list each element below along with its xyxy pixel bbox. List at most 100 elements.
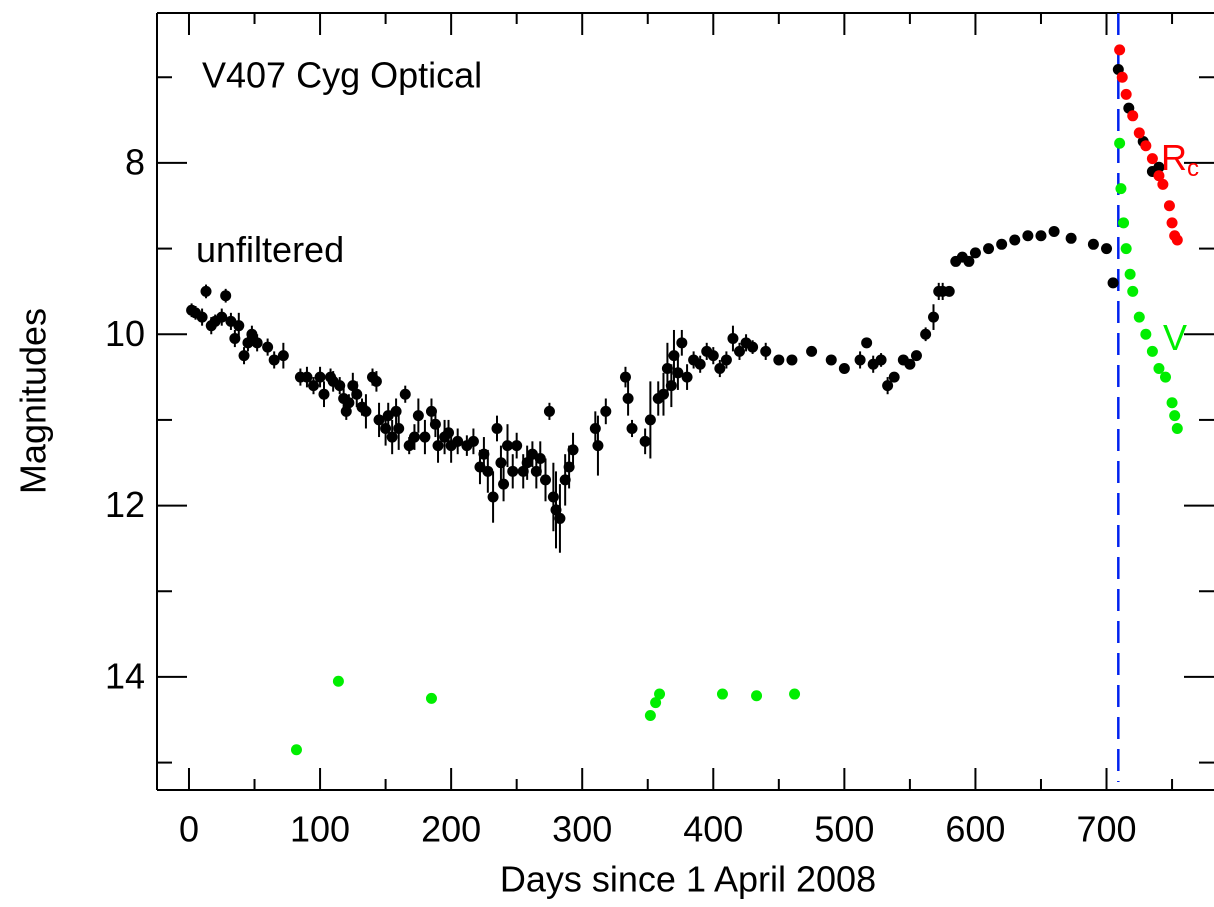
data-point [1065,232,1077,244]
x-tick-label: 0 [179,809,199,850]
data-point [1171,422,1183,434]
data-point [425,692,437,704]
data-point [1146,153,1158,165]
data-point [1087,238,1099,250]
data-point [927,311,939,323]
data-point [530,465,542,477]
data-point [1127,110,1139,122]
data-point [672,367,684,379]
data-point [1114,137,1126,149]
data-point [1146,345,1158,357]
data-point [412,410,424,422]
data-point [334,380,346,392]
series-label-name: R [1161,137,1187,178]
data-point [393,422,405,434]
data-point [1127,285,1139,297]
data-point [246,328,258,340]
data-point [592,440,604,452]
data-point [714,363,726,375]
chart-title: V407 Cyg Optical [202,55,482,96]
data-point [314,371,326,383]
data-point [540,474,552,486]
data-point [773,354,785,366]
data-point [347,380,359,392]
data-point [825,354,837,366]
data-point [707,350,719,362]
data-point [501,440,513,452]
data-point [854,354,866,366]
data-point [861,337,873,349]
data-point [983,243,995,255]
data-point [668,350,680,362]
data-point [720,354,732,366]
y-tick-label: 8 [125,141,145,182]
data-point [786,354,798,366]
data-point [888,371,900,383]
data-point [360,405,372,417]
data-point [290,744,302,756]
data-point [619,371,631,383]
data-point [550,504,562,516]
data-point [200,285,212,297]
data-point [238,350,250,362]
data-point [543,405,555,417]
x-tick-label: 100 [290,809,350,850]
data-point [373,414,385,426]
data-point [676,337,688,349]
data-point [262,341,274,353]
data-point [403,440,415,452]
data-point [452,435,464,447]
data-point [216,311,228,323]
x-axis-label: Days since 1 April 2008 [500,859,876,900]
data-point [1101,243,1113,255]
x-tick-label: 300 [552,809,612,850]
series-label-subscript: c [1187,155,1199,182]
data-point [351,388,363,400]
data-point [1133,127,1145,139]
series-label-name: V [1163,317,1187,358]
data-point [308,380,320,392]
data-point [1115,183,1127,195]
data-point [1120,88,1132,100]
data-point [233,320,245,332]
data-point [1107,277,1119,289]
x-tick-label: 700 [1076,809,1136,850]
data-point [467,435,479,447]
data-point [626,422,638,434]
data-point [1153,363,1165,375]
data-point [650,697,662,709]
y-tick-label: 12 [105,484,145,525]
data-point [661,363,673,375]
data-point [882,380,894,392]
data-point [547,491,559,503]
data-point [429,418,441,430]
data-point [1169,410,1181,422]
data-point [563,461,575,473]
data-point [1140,140,1152,152]
data-point [443,427,455,439]
data-point [1116,71,1128,83]
data-point [399,388,411,400]
data-point [644,709,656,721]
series-label: unfiltered [196,229,344,270]
data-point [875,354,887,366]
data-point [1166,397,1178,409]
data-point [498,478,510,490]
data-point [242,337,254,349]
x-tick-label: 600 [945,809,1005,850]
data-point [1140,328,1152,340]
data-point [1124,268,1136,280]
data-point [1009,234,1021,246]
data-point [806,345,818,357]
data-point [277,350,289,362]
data-point [196,311,208,323]
data-point [1114,44,1126,56]
data-point [654,688,666,700]
data-point [419,431,431,443]
data-point [969,247,981,259]
data-point [996,238,1008,250]
data-point [920,328,932,340]
data-point [482,465,494,477]
series-label: V [1163,317,1187,358]
